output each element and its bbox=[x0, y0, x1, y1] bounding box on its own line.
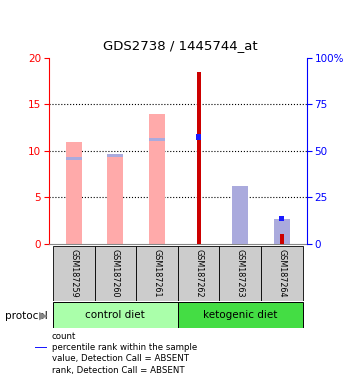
Bar bbox=[66, 142, 82, 244]
Text: percentile rank within the sample: percentile rank within the sample bbox=[52, 343, 197, 352]
Text: ketogenic diet: ketogenic diet bbox=[203, 310, 277, 320]
Text: GSM187260: GSM187260 bbox=[111, 249, 120, 298]
Text: count: count bbox=[52, 331, 76, 341]
Bar bbox=[136, 246, 178, 301]
Text: GSM187262: GSM187262 bbox=[194, 249, 203, 298]
Text: GSM187261: GSM187261 bbox=[152, 249, 161, 298]
Text: protocol: protocol bbox=[5, 311, 48, 321]
Bar bbox=[274, 219, 290, 244]
Bar bbox=[108, 156, 123, 244]
Bar bbox=[196, 73, 201, 244]
Text: GSM187264: GSM187264 bbox=[277, 249, 286, 298]
Bar bbox=[178, 246, 219, 301]
Bar bbox=[219, 246, 261, 301]
Text: rank, Detection Call = ABSENT: rank, Detection Call = ABSENT bbox=[52, 366, 184, 375]
Bar bbox=[178, 302, 303, 328]
Bar bbox=[280, 233, 284, 244]
Bar bbox=[279, 216, 284, 222]
Text: GSM187263: GSM187263 bbox=[236, 249, 245, 298]
Text: control diet: control diet bbox=[86, 310, 145, 320]
Text: ▶: ▶ bbox=[39, 311, 48, 321]
Bar bbox=[66, 157, 82, 160]
Bar bbox=[232, 186, 248, 244]
Bar bbox=[196, 134, 201, 139]
Bar bbox=[232, 186, 248, 244]
Bar bbox=[53, 302, 178, 328]
Bar bbox=[261, 246, 303, 301]
Bar bbox=[149, 138, 165, 141]
Text: GDS2738 / 1445744_at: GDS2738 / 1445744_at bbox=[103, 39, 258, 52]
Bar bbox=[53, 246, 95, 301]
Bar bbox=[35, 347, 47, 348]
Bar bbox=[35, 370, 47, 371]
Text: value, Detection Call = ABSENT: value, Detection Call = ABSENT bbox=[52, 354, 189, 363]
Text: GSM187259: GSM187259 bbox=[69, 249, 78, 298]
Bar bbox=[149, 114, 165, 244]
Bar bbox=[95, 246, 136, 301]
Bar bbox=[108, 154, 123, 157]
